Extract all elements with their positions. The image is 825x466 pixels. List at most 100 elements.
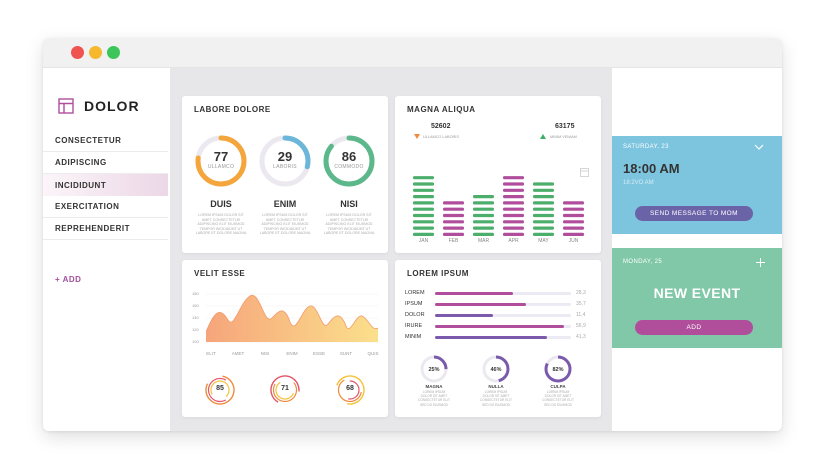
hbar-track <box>435 325 571 328</box>
hbar-row: LOREM 28,3 <box>405 290 591 298</box>
sidebar-item-consectetur[interactable]: CONSECTETUR <box>43 130 168 152</box>
bar-segment <box>563 232 584 236</box>
sidebar-item-reprehenderit[interactable]: REPREHENDERIT <box>43 218 168 240</box>
bar-segment <box>533 188 554 192</box>
hbar-fill <box>435 303 527 306</box>
stat-left-label: ULLAMCO LABORIS <box>423 135 459 139</box>
y-tick: 100 <box>192 339 199 344</box>
stat-right-value: 63175 <box>555 123 575 130</box>
gauge-68: 68 <box>334 374 366 406</box>
hbar-value: 28,3 <box>576 290 586 296</box>
bar-segment <box>413 232 434 236</box>
ring-progress <box>323 135 375 187</box>
sidebar-item-adipiscing[interactable]: ADIPISCING <box>43 152 168 174</box>
close-window-button[interactable] <box>71 46 84 59</box>
bar-segment <box>533 201 554 205</box>
area-series-line <box>206 295 378 333</box>
hbar-fill <box>435 314 494 317</box>
event-subtime: 18:2VO AM <box>623 180 654 186</box>
bar-segment <box>443 213 464 218</box>
bar-segment <box>413 195 434 199</box>
ring-sublabel: ULLAMCO <box>207 164 235 170</box>
ring-description: LOREM IPSUM DOLOR SIT AMET CONSECTETUR A… <box>323 213 375 236</box>
calendar-icon[interactable] <box>580 168 589 177</box>
bar-segment <box>443 226 464 230</box>
bar-segment <box>503 188 524 192</box>
brand: DOLOR <box>58 98 140 114</box>
ring-description: LOREM IPSUM DOLOR SIT AMET CONSECTETUR A… <box>195 213 247 236</box>
bar-jun <box>563 201 584 236</box>
mini-ring-progress <box>544 355 572 383</box>
bar-segment <box>563 220 584 224</box>
mini-ring-description: LOREM IPSUM DOLOR SIT AMET CONSECTETUR E… <box>480 390 512 407</box>
y-tick: 140 <box>192 315 199 320</box>
minimize-window-button[interactable] <box>89 46 102 59</box>
bar-segment <box>413 201 434 205</box>
bar-segment <box>563 226 584 230</box>
hbar-label: MINIM <box>405 334 422 340</box>
bar-jan <box>413 176 434 236</box>
main-dashboard: LABORE DOLORE 77 ULLAMCO DUIS LOREM IPSU… <box>170 68 612 431</box>
add-button[interactable]: + ADD <box>55 275 82 284</box>
hbar-track <box>435 303 571 306</box>
bar-segment <box>473 201 494 205</box>
gauge-value: 71 <box>281 385 289 392</box>
maximize-window-button[interactable] <box>107 46 120 59</box>
bar-segment <box>413 207 434 211</box>
event-time: 18:00 AM <box>623 161 680 176</box>
hbar-label: IPSUM <box>405 301 423 307</box>
bar-segment <box>443 207 464 211</box>
bar-segment <box>443 201 464 205</box>
bar-segment <box>503 226 524 230</box>
mini-ring-culpa: 82% CULPA LOREM IPSUM DOLOR SIT AMET CONSE… <box>542 354 577 407</box>
mini-ring-magna: 25% MAGNA LOREM IPSUM DOLOR SIT AMET CONSE… <box>418 354 453 407</box>
bar-apr <box>503 176 524 236</box>
ring-progress <box>195 135 247 187</box>
month-tick: APR <box>508 238 519 244</box>
bar-segment <box>503 201 524 205</box>
gauge-value: 68 <box>346 385 354 392</box>
stat-left-value: 52602 <box>431 123 451 130</box>
bar-segment <box>533 207 554 211</box>
x-tick: NISI <box>260 351 270 356</box>
bar-segment <box>563 201 584 205</box>
hbar-row: DOLOR 11,4 <box>405 312 591 320</box>
mini-ring-percent: 25% <box>428 367 440 373</box>
new-event-title: NEW EVENT <box>653 285 741 301</box>
hbar-fill <box>435 325 565 328</box>
bar-segment <box>533 232 554 236</box>
mini-ring-progress <box>482 355 510 383</box>
y-tick: 180 <box>192 291 199 296</box>
mini-ring-percent: 82% <box>552 367 564 373</box>
plus-icon[interactable] <box>756 258 765 267</box>
ring-label: ENIM <box>273 199 297 209</box>
bar-segment <box>503 176 524 180</box>
area-series <box>206 295 378 342</box>
bar-segment <box>413 226 434 230</box>
sidebar-item-exercitation[interactable]: EXERCITATION <box>43 196 168 218</box>
hbar-value: 56,9 <box>576 323 586 329</box>
ring-chart-enim: 29 LABORIS <box>258 134 312 188</box>
event-date: SATURDAY, 23 <box>623 144 669 150</box>
chevron-down-icon[interactable] <box>754 144 764 150</box>
ring-label: NISI <box>340 199 358 209</box>
bar-segment <box>473 220 494 224</box>
hbar-row: MINIM 41,3 <box>405 334 591 342</box>
send-message-button[interactable]: SEND MESSAGE TO MOM <box>635 206 753 221</box>
ring-label: DUIS <box>210 199 232 209</box>
mini-ring-label: NULLA <box>488 384 504 389</box>
x-tick: SUNT <box>339 351 353 356</box>
hbar-track <box>435 314 571 317</box>
bar-segment <box>533 220 554 224</box>
gauge-71: 71 <box>269 374 301 406</box>
add-event-button[interactable]: ADD <box>635 320 753 335</box>
hbar-label: IRURE <box>405 323 423 329</box>
bar-segment <box>413 213 434 218</box>
card-title: LOREM IPSUM <box>407 269 469 278</box>
event-card-monday: MONDAY, 25 NEW EVENT ADD <box>612 248 782 348</box>
month-tick: JUN <box>568 238 579 244</box>
bar-segment <box>563 207 584 211</box>
events-panel: SATURDAY, 23 18:00 AM 18:2VO AM SEND MES… <box>612 68 782 431</box>
sidebar-item-incididunt[interactable]: INCIDIDUNT <box>43 174 168 196</box>
y-tick: 160 <box>192 303 199 308</box>
